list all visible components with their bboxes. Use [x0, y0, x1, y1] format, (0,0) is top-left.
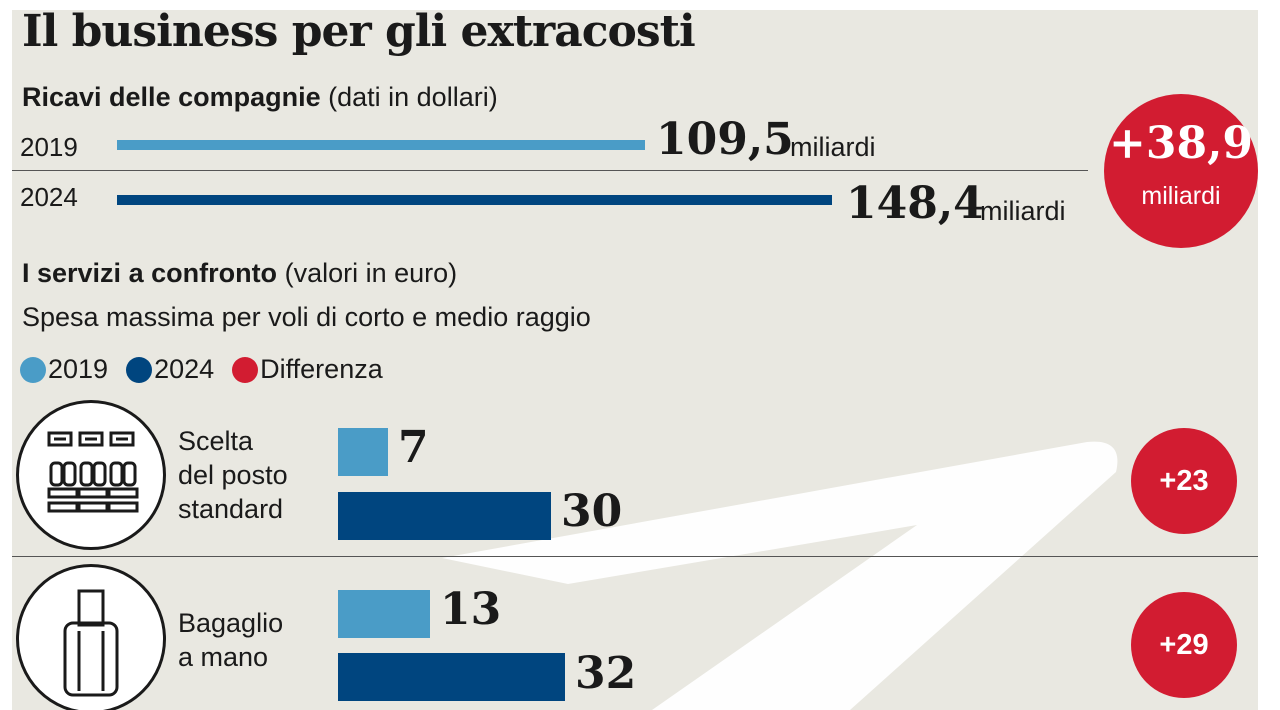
revenue-bar-2024	[117, 195, 832, 205]
seat-bar-2024	[338, 492, 551, 540]
revenue-value-2024: 148,4	[846, 178, 984, 229]
revenue-difference-value: +38,9	[1108, 118, 1254, 169]
carry-on-difference-badge: +29	[1131, 592, 1237, 698]
revenue-difference-badge: +38,9 miliardi	[1104, 94, 1258, 248]
revenue-year-2024: 2024	[20, 182, 78, 212]
seat-difference-badge: +23	[1131, 428, 1237, 534]
suitcase-icon	[16, 564, 166, 710]
revenue-difference-unit: miliardi	[1141, 182, 1221, 210]
revenue-value-2019: 109,5	[656, 114, 794, 165]
legend-label-differenza: Differenza	[260, 354, 383, 384]
carry-on-bar-2024	[338, 653, 565, 701]
revenue-bar-2019	[117, 140, 645, 150]
services-heading: I servizi a confronto (valori in euro)	[22, 258, 457, 289]
infographic-panel: Il business per gli extracosti Ricavi de…	[12, 10, 1258, 710]
revenue-heading-bold: Ricavi delle compagnie	[22, 82, 321, 112]
legend-item-2024: 2024	[126, 354, 214, 385]
legend-dot-differenza	[232, 356, 259, 383]
services-heading-bold: I servizi a confronto	[22, 258, 278, 288]
airplane-silhouette-icon	[442, 441, 1118, 710]
seat-map-icon	[16, 400, 166, 550]
seat-bar-2019	[338, 428, 388, 476]
carry-on-value-2024: 32	[575, 648, 637, 699]
revenue-heading: Ricavi delle compagnie (dati in dollari)	[22, 82, 498, 113]
service-label-carry-on: Bagaglio a mano	[178, 608, 284, 672]
seat-value-2024: 30	[561, 486, 623, 537]
carry-on-bar-2019	[338, 590, 430, 638]
legend-dot-2024	[126, 356, 153, 383]
legend-dot-2019	[20, 356, 46, 383]
seat-value-2019: 7	[398, 422, 429, 473]
legend: 2019 2024 Differenza	[20, 354, 383, 385]
revenue-divider	[12, 170, 1088, 171]
services-heading-note: (valori in euro)	[284, 258, 458, 288]
revenue-heading-note: (dati in dollari)	[328, 82, 498, 112]
revenue-unit-2019: miliardi	[790, 132, 876, 162]
revenue-unit-2024: miliardi	[980, 196, 1066, 226]
services-divider	[12, 556, 1258, 557]
carry-on-value-2019: 13	[440, 584, 502, 635]
revenue-year-2019: 2019	[20, 132, 78, 162]
legend-label-2019: 2019	[48, 354, 109, 384]
page-title: Il business per gli extracosti	[22, 10, 696, 57]
legend-label-2024: 2024	[154, 354, 215, 384]
legend-item-2019: 2019	[20, 354, 108, 385]
service-label-seat: Scelta del posto standard	[178, 426, 288, 524]
legend-item-differenza: Differenza	[232, 354, 383, 385]
services-subtitle: Spesa massima per voli di corto e medio …	[22, 302, 591, 332]
